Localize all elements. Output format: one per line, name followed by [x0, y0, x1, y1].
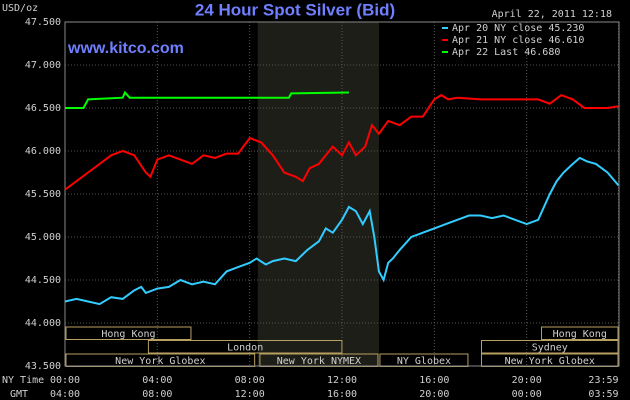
x-tick-label: 08:00 [235, 375, 265, 386]
session-label: NY Globex [397, 356, 451, 367]
legend-label: Apr 21 NY close 46.610 [452, 35, 584, 46]
plot-frame [64, 21, 620, 367]
y-axis-label: USD/oz [2, 3, 38, 14]
x2-axis-label: GMT [10, 389, 28, 400]
session-label: New York Globex [505, 356, 595, 367]
y-tick-label: 44.000 [25, 318, 61, 329]
plot-area [64, 21, 620, 367]
x2-tick-label: 04:00 [50, 389, 80, 400]
series-line [65, 90, 349, 109]
x2-tick-label: 08:00 [142, 389, 172, 400]
x-tick-label: 23:59 [588, 375, 618, 386]
session-label: Sydney [532, 342, 568, 353]
x-tick-label: 04:00 [142, 375, 172, 386]
y-tick-label: 46.000 [25, 146, 61, 157]
y-tick-label: 45.500 [25, 189, 61, 200]
chart-title: 24 Hour Spot Silver (Bid) [195, 0, 395, 19]
x-tick-label: 12:00 [327, 375, 357, 386]
x2-tick-label: 00:00 [512, 389, 542, 400]
y-tick-label: 47.500 [25, 17, 61, 28]
timestamp: April 22, 2011 12:18 [492, 9, 612, 20]
session-label: Hong Kong [101, 329, 155, 340]
y-tick-label: 44.500 [25, 275, 61, 286]
x2-tick-label: 12:00 [235, 389, 265, 400]
y-tick-label: 46.500 [25, 103, 61, 114]
session-box [147, 340, 343, 354]
subtitle: www.kitco.com [67, 40, 184, 57]
x-axis-label: NY Time [2, 375, 44, 386]
x2-tick-label: 16:00 [327, 389, 357, 400]
session-label: Hong Kong [553, 329, 607, 340]
session-label: New York Globex [115, 356, 205, 367]
x-tick-label: 00:00 [50, 375, 80, 386]
x2-tick-label: 20:00 [419, 389, 449, 400]
session-box [541, 326, 619, 340]
session-label: London [227, 342, 263, 353]
legend-label: Apr 20 NY close 45.230 [452, 23, 584, 34]
series-line [64, 156, 620, 306]
y-tick-label: 45.000 [25, 232, 61, 243]
y-tick-label: 47.000 [25, 60, 61, 71]
session-highlight [257, 22, 379, 366]
x-tick-label: 20:00 [512, 375, 542, 386]
x2-tick-label: 03:59 [588, 389, 618, 400]
series-line [64, 93, 619, 191]
session-box [481, 340, 619, 354]
x-tick-label: 16:00 [419, 375, 449, 386]
session-box [65, 326, 192, 340]
y-tick-label: 43.500 [25, 361, 61, 372]
session-label: New York NYMEX [277, 356, 361, 367]
legend-label: Apr 22 Last 46.680 [452, 47, 560, 58]
